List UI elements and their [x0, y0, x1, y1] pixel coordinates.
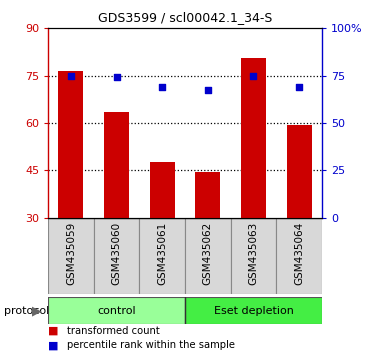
Text: Eset depletion: Eset depletion [213, 306, 293, 316]
Text: percentile rank within the sample: percentile rank within the sample [67, 340, 235, 350]
Text: GSM435060: GSM435060 [111, 222, 122, 285]
Bar [185, 218, 231, 294]
Bar [48, 297, 185, 324]
Point [159, 84, 165, 90]
Text: control: control [97, 306, 136, 316]
Bar [48, 218, 94, 294]
Bar [276, 218, 322, 294]
Point [296, 84, 302, 90]
Text: GSM435059: GSM435059 [66, 222, 76, 285]
Bar [104, 112, 129, 312]
Text: GSM435061: GSM435061 [157, 222, 167, 285]
Point [250, 73, 256, 79]
Text: ■: ■ [48, 340, 58, 350]
Text: ■: ■ [48, 326, 58, 336]
Point [114, 74, 120, 79]
Bar [185, 297, 322, 324]
Text: GSM435063: GSM435063 [248, 222, 259, 285]
Text: protocol: protocol [4, 306, 49, 316]
Bar [58, 71, 84, 312]
Text: GSM435062: GSM435062 [203, 222, 213, 285]
Text: GSM435064: GSM435064 [294, 222, 304, 285]
Bar [149, 162, 175, 312]
Bar [139, 218, 185, 294]
Title: GDS3599 / scl00042.1_34-S: GDS3599 / scl00042.1_34-S [98, 11, 272, 24]
Point [205, 87, 211, 93]
Bar [231, 218, 276, 294]
Bar [286, 125, 312, 312]
Text: transformed count: transformed count [67, 326, 159, 336]
Bar [195, 172, 221, 312]
Bar [94, 218, 139, 294]
Text: ▶: ▶ [32, 304, 42, 317]
Bar [241, 58, 266, 312]
Point [68, 73, 74, 79]
